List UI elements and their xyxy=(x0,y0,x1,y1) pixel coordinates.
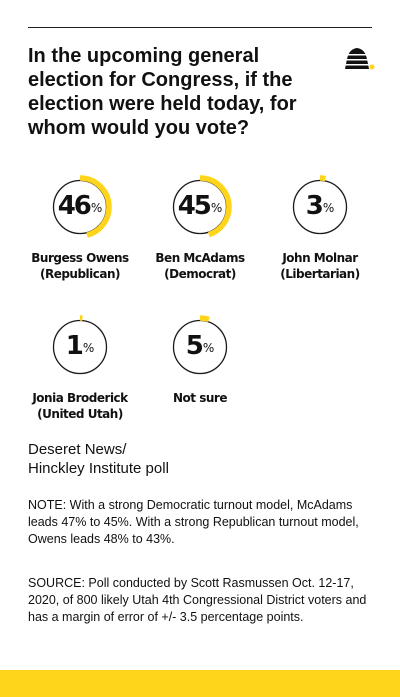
source-text: SOURCE: Poll conducted by Scott Rasmusse… xyxy=(28,576,367,624)
candidate-name: Jonia Broderick xyxy=(32,391,128,405)
candidate-name: John Molnar xyxy=(282,251,358,265)
percent-sign: % xyxy=(202,341,215,355)
gauge-value-arc xyxy=(288,175,352,239)
percent-sign: % xyxy=(90,201,103,215)
result-item: 45% Ben McAdams (Democrat) xyxy=(145,172,255,282)
percent-value: 1 xyxy=(65,331,84,361)
donut-gauge xyxy=(168,315,232,379)
poll-question: In the upcoming general election for Con… xyxy=(28,45,297,139)
percent-value: 3 xyxy=(305,191,324,221)
percent-label: 1% xyxy=(25,329,135,363)
bottom-accent-bar xyxy=(0,670,400,697)
result-item: 3% John Molnar (Libertarian) xyxy=(265,172,375,282)
result-item: 46% Burgess Owens (Republican) xyxy=(25,172,135,282)
percent-value: 5 xyxy=(185,331,204,361)
top-divider xyxy=(28,27,372,28)
percent-label: 46% xyxy=(25,189,135,223)
gauge-value-arc xyxy=(48,175,112,239)
percent-sign: % xyxy=(82,341,95,355)
result-item: 5% Not sure xyxy=(145,312,255,406)
donut-gauge xyxy=(48,315,112,379)
gauge-value-arc xyxy=(168,315,232,379)
donut-gauge xyxy=(288,175,352,239)
candidate-name: Ben McAdams xyxy=(155,251,245,265)
donut-gauge xyxy=(168,175,232,239)
donut-gauge xyxy=(48,175,112,239)
source-title-line-2: Hinckley Institute poll xyxy=(28,460,169,477)
poll-source-title: Deseret News/ Hinckley Institute poll xyxy=(28,440,368,478)
percent-sign: % xyxy=(322,201,335,215)
candidate-party: (Libertarian) xyxy=(280,267,360,281)
gauge-value-arc xyxy=(168,175,232,239)
percent-value: 46 xyxy=(57,191,92,221)
percent-value: 45 xyxy=(177,191,212,221)
percent-label: 45% xyxy=(145,189,255,223)
candidate-name: Not sure xyxy=(173,391,227,405)
candidate-party: (Democrat) xyxy=(164,267,236,281)
note-text: NOTE: With a strong Democratic turnout m… xyxy=(28,498,359,546)
candidate-party: (Republican) xyxy=(39,267,121,281)
candidate-party: (United Utah) xyxy=(37,407,123,421)
percent-label: 3% xyxy=(265,189,375,223)
beehive-icon xyxy=(344,48,375,70)
percent-label: 5% xyxy=(145,329,255,363)
source-title-line-1: Deseret News/ xyxy=(28,441,127,458)
gauge-value-arc xyxy=(48,315,112,379)
candidate-name: Burgess Owens xyxy=(31,251,129,265)
result-item: 1% Jonia Broderick (United Utah) xyxy=(25,312,135,422)
percent-sign: % xyxy=(210,201,223,215)
